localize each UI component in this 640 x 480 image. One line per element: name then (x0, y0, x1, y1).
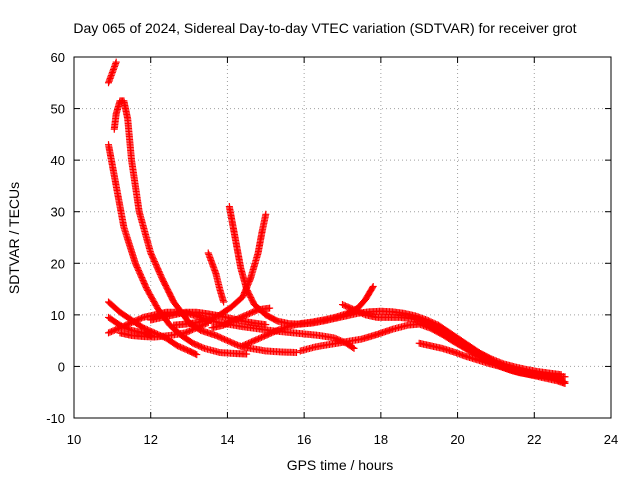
x-axis-label: GPS time / hours (287, 457, 394, 473)
data-point-marker (220, 298, 228, 306)
axis-ticks (73, 56, 612, 419)
y-axis-label: SDTVAR / TECUs (6, 182, 22, 294)
grid (74, 57, 611, 418)
data-point-marker (191, 350, 199, 358)
data-point-marker (262, 210, 270, 218)
x-tick-label: 22 (527, 432, 541, 447)
plot-frame (73, 56, 612, 419)
data-point-marker (292, 349, 300, 357)
series-track-3 (105, 141, 251, 358)
data-point-marker (557, 371, 565, 379)
x-tick-label: 20 (450, 432, 464, 447)
series-track-11 (225, 203, 569, 381)
series-track-1 (105, 58, 120, 87)
x-tick-label: 10 (67, 432, 81, 447)
series-track-13 (239, 282, 377, 350)
data-point-marker (350, 344, 358, 352)
series-track-9 (170, 210, 270, 329)
data-series (105, 58, 569, 387)
series-track-16 (415, 339, 569, 386)
x-tick-labels: 10 12 14 16 18 20 22 24 (67, 432, 618, 447)
data-point-marker (349, 344, 357, 352)
x-tick-label: 16 (297, 432, 311, 447)
data-point-marker (112, 58, 120, 66)
x-tick-label: 12 (143, 432, 157, 447)
y-tick-label: 40 (51, 153, 65, 168)
x-tick-label: 24 (604, 432, 618, 447)
x-tick-label: 18 (374, 432, 388, 447)
y-tick-label: 0 (58, 359, 65, 374)
series-track-10 (204, 249, 228, 306)
data-point-marker (266, 304, 274, 312)
x-tick-label: 14 (220, 432, 234, 447)
y-tick-label: 10 (51, 308, 65, 323)
data-point-marker (561, 378, 569, 386)
y-tick-label: 60 (51, 50, 65, 65)
data-point-marker (368, 284, 376, 292)
y-tick-label: -10 (46, 411, 65, 426)
y-tick-label: 20 (51, 256, 65, 271)
data-point-marker (199, 344, 207, 352)
data-point-marker (262, 321, 270, 329)
y-tick-label: 50 (51, 102, 65, 117)
series-track-12 (208, 304, 274, 332)
y-tick-label: 30 (51, 205, 65, 220)
data-point-marker (243, 350, 251, 358)
y-tick-labels: -10 0 10 20 30 40 50 60 (46, 50, 65, 426)
data-point-marker (193, 351, 201, 359)
data-point-marker (369, 282, 377, 290)
chart-title: Day 065 of 2024, Sidereal Day-to-day VTE… (73, 20, 576, 36)
